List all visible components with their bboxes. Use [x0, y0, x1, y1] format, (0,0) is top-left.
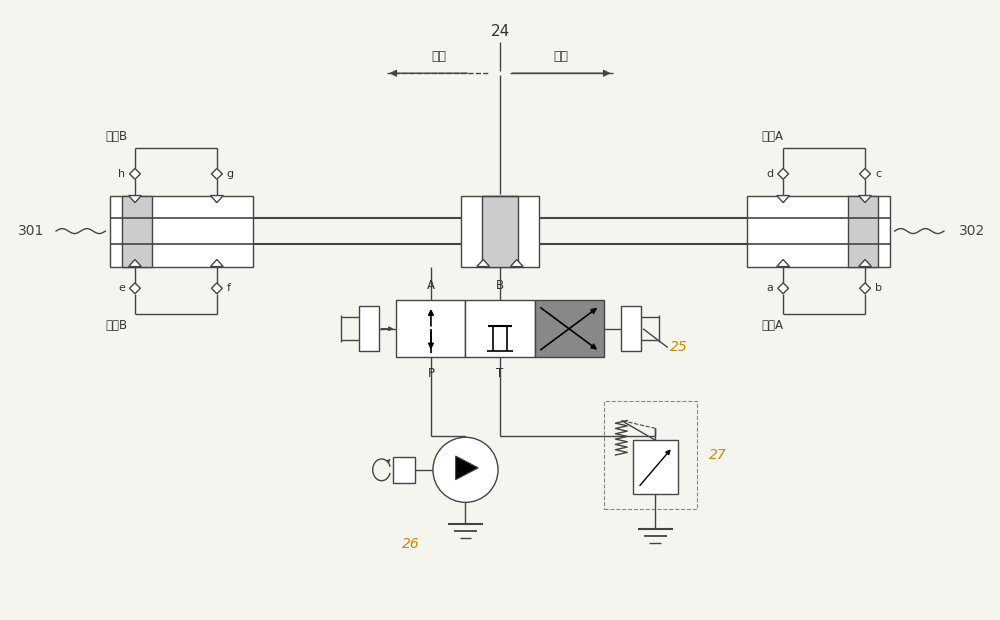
Polygon shape [859, 260, 871, 267]
Polygon shape [510, 260, 523, 267]
Text: 25: 25 [670, 340, 687, 355]
Bar [393, 457, 415, 482]
Text: 26: 26 [402, 537, 420, 551]
Text: 302: 302 [959, 224, 985, 238]
Text: g: g [227, 169, 234, 179]
Text: A: A [427, 279, 435, 292]
Text: a: a [766, 283, 773, 293]
Polygon shape [778, 283, 789, 294]
Bar [621, 306, 641, 352]
Bar [359, 306, 379, 352]
Bar [122, 195, 152, 267]
Polygon shape [130, 169, 140, 179]
Polygon shape [860, 283, 870, 294]
Polygon shape [210, 260, 223, 267]
Polygon shape [210, 195, 223, 203]
Text: 301: 301 [18, 224, 44, 238]
Polygon shape [211, 169, 222, 179]
Bar [465, 300, 535, 357]
Polygon shape [477, 260, 490, 267]
Text: b: b [875, 283, 882, 293]
Text: T: T [496, 367, 504, 380]
Text: 24: 24 [490, 24, 510, 39]
Polygon shape [129, 260, 141, 267]
Text: 吸液A: 吸液A [761, 319, 783, 332]
Polygon shape [130, 283, 140, 294]
Text: 出液A: 出液A [761, 130, 783, 143]
Polygon shape [777, 195, 790, 203]
Text: d: d [766, 169, 773, 179]
Bar [604, 401, 697, 509]
Bar [747, 195, 890, 267]
Text: f: f [227, 283, 231, 293]
Text: c: c [875, 169, 881, 179]
Text: 向左: 向左 [431, 50, 446, 63]
Polygon shape [211, 283, 222, 294]
Polygon shape [777, 260, 790, 267]
Text: P: P [427, 367, 434, 380]
Text: 27: 27 [709, 448, 727, 462]
Text: 向右: 向右 [554, 50, 569, 63]
Polygon shape [129, 195, 141, 203]
Bar [633, 440, 678, 495]
Text: 出液B: 出液B [105, 130, 128, 143]
Polygon shape [859, 195, 871, 203]
Circle shape [433, 437, 498, 502]
Polygon shape [860, 169, 870, 179]
Bar [396, 300, 465, 357]
Bar [461, 195, 539, 267]
Bar [110, 195, 253, 267]
Polygon shape [778, 169, 789, 179]
Bar [848, 195, 878, 267]
Text: h: h [118, 169, 125, 179]
Text: 吸液B: 吸液B [105, 319, 128, 332]
Polygon shape [456, 456, 478, 480]
Text: e: e [118, 283, 125, 293]
Text: B: B [496, 279, 504, 292]
Bar [535, 300, 604, 357]
Bar [482, 195, 518, 267]
